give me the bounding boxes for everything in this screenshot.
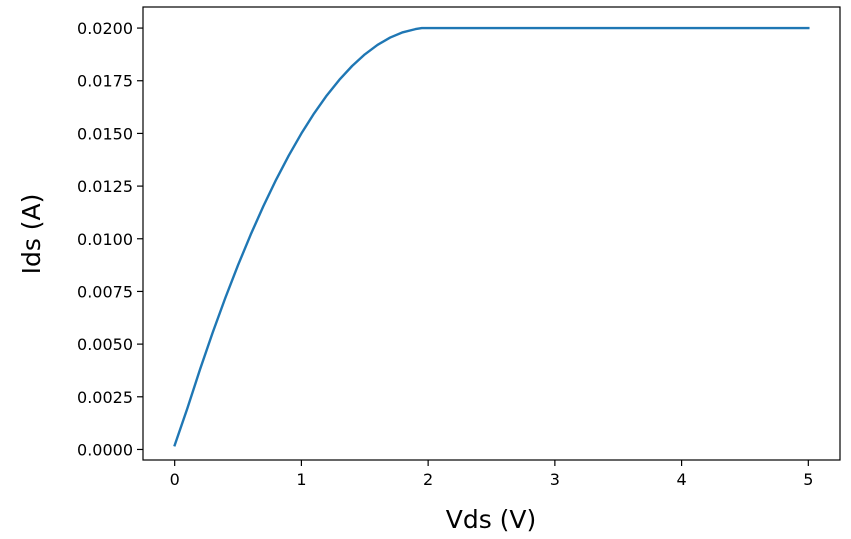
y-tick-label: 0.0200 bbox=[77, 19, 133, 38]
y-tick-label: 0.0175 bbox=[77, 72, 133, 91]
series-line bbox=[173, 26, 810, 447]
y-tick-label: 0.0025 bbox=[77, 388, 133, 407]
y-tick-label: 0.0000 bbox=[77, 440, 133, 459]
series-layer bbox=[173, 26, 810, 447]
y-axis-label: Ids (A) bbox=[17, 194, 46, 275]
y-tick-label: 0.0100 bbox=[77, 230, 133, 249]
ticks-layer: 0 1 2 3 4 5 0.0000 0.0025 0.0050 0.0075 0.0100 0.01… bbox=[77, 19, 813, 489]
x-tick-label: 2 bbox=[423, 470, 433, 489]
y-tick-label: 0.0150 bbox=[77, 124, 133, 143]
x-axis-label: Vds (V) bbox=[446, 505, 537, 534]
y-tick-label: 0.0050 bbox=[77, 335, 133, 354]
x-tick-label: 0 bbox=[170, 470, 180, 489]
plot-frame bbox=[142, 6, 841, 461]
x-tick-label: 4 bbox=[676, 470, 686, 489]
y-tick-label: 0.0075 bbox=[77, 282, 133, 301]
y-tick-label: 0.0125 bbox=[77, 177, 133, 196]
x-tick-label: 1 bbox=[296, 470, 306, 489]
x-tick-label: 5 bbox=[803, 470, 813, 489]
x-tick-label: 3 bbox=[550, 470, 560, 489]
